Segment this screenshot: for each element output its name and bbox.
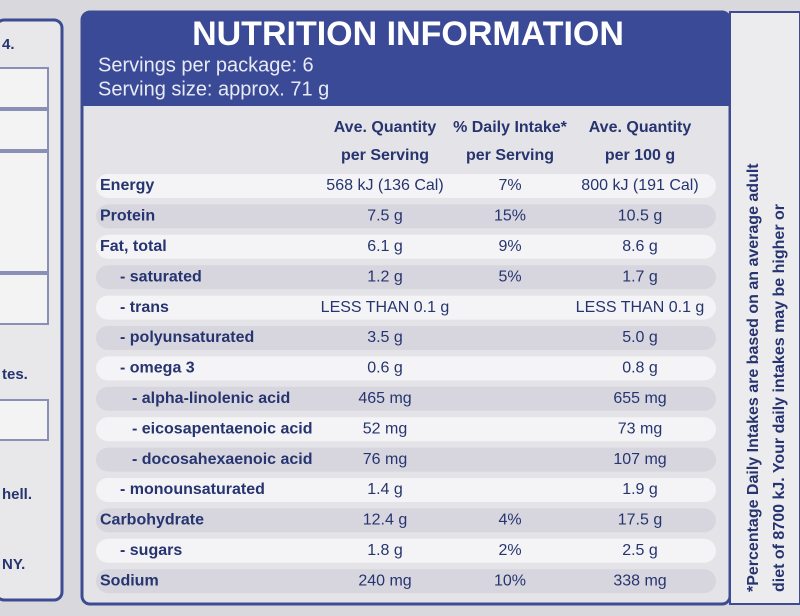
cell-value: 5% <box>498 268 521 285</box>
cell-value: 7.5 g <box>367 208 403 225</box>
row-label: Carbohydrate <box>100 512 204 529</box>
left-boxes <box>0 67 49 441</box>
cell-value: 0.6 g <box>367 360 403 377</box>
cell-value: 800 kJ (191 Cal) <box>581 177 698 194</box>
row-label: - eicosapentaenoic acid <box>132 420 313 437</box>
cell-value: 8.6 g <box>622 238 658 255</box>
row-band <box>96 326 716 350</box>
row-band <box>96 356 716 381</box>
cell-value: 3.5 g <box>367 329 403 346</box>
row-label: Protein <box>100 208 155 225</box>
row-label: - saturated <box>120 268 202 285</box>
cell-value: LESS THAN 0.1 g <box>321 299 450 316</box>
row-label: Fat, total <box>100 238 167 255</box>
row-label: - monounsaturated <box>120 481 265 498</box>
cell-value: 6.1 g <box>367 238 403 255</box>
footnote: diet of 8700 kJ. Your daily intakes may … <box>771 204 788 592</box>
cell-value: 1.4 g <box>367 481 403 498</box>
row-band <box>96 508 716 533</box>
cell-value: 107 mg <box>613 451 666 468</box>
cell-value: 338 mg <box>613 572 666 589</box>
column-header: Ave. Quantity per Serving <box>334 119 437 164</box>
cell-value: 2.5 g <box>622 542 658 559</box>
row-band <box>96 295 716 320</box>
row-label: - omega 3 <box>120 360 195 377</box>
cell-value: 5.0 g <box>622 329 658 346</box>
row-band <box>96 234 716 259</box>
servings: Servings per package: 6 <box>98 54 314 76</box>
row-band <box>96 417 716 442</box>
cell-value: 568 kJ (136 Cal) <box>326 177 443 194</box>
footnote: *Percentage Daily Intakes are based on a… <box>745 163 762 592</box>
cell-value: 76 mg <box>363 451 407 468</box>
row-label: - trans <box>120 299 169 316</box>
row-label: Energy <box>100 177 154 194</box>
row-band <box>96 386 716 411</box>
row-band <box>96 538 716 563</box>
row-band <box>96 478 716 502</box>
row-band <box>96 569 716 594</box>
cell-value: 465 mg <box>358 390 411 407</box>
row-band <box>96 447 716 472</box>
column-header: Ave. Quantity per 100 g <box>589 119 692 164</box>
row-label: - polyunsaturated <box>120 329 254 346</box>
cell-value: 7% <box>498 177 521 194</box>
cell-value: 17.5 g <box>618 512 662 529</box>
side-fragment: 4. <box>2 36 15 53</box>
row-label: - alpha-linolenic acid <box>132 390 290 407</box>
cell-value: 52 mg <box>363 420 407 437</box>
cell-value: 15% <box>494 208 526 225</box>
cell-value: 2% <box>498 542 521 559</box>
row-band <box>96 265 716 290</box>
cell-value: 1.8 g <box>367 542 403 559</box>
cell-value: 10.5 g <box>618 208 662 225</box>
row-label: - docosahexaenoic acid <box>132 451 313 468</box>
cell-value: 12.4 g <box>363 512 407 529</box>
cell-value: 1.7 g <box>622 268 658 285</box>
cell-value: 73 mg <box>618 420 662 437</box>
row-band <box>96 204 716 229</box>
row-label: Sodium <box>100 572 159 589</box>
cell-value: LESS THAN 0.1 g <box>576 299 705 316</box>
cell-value: 240 mg <box>358 572 411 589</box>
cell-value: 0.8 g <box>622 360 658 377</box>
footnote-panel <box>729 11 800 605</box>
cell-value: 10% <box>494 572 526 589</box>
cell-value: 4% <box>498 512 521 529</box>
side-fragment: NY. <box>2 556 25 573</box>
column-header: % Daily Intake* per Serving <box>453 119 568 164</box>
cell-value: 1.9 g <box>622 481 658 498</box>
cell-value: 655 mg <box>613 390 666 407</box>
header-band <box>82 12 730 106</box>
row-band <box>96 174 716 198</box>
side-fragment: tes. <box>2 366 28 383</box>
title: NUTRITION INFORMATION <box>192 15 624 53</box>
cell-value: 9% <box>498 238 521 255</box>
row-label: - sugars <box>120 542 182 559</box>
side-fragment: hell. <box>2 486 32 503</box>
cell-value: 1.2 g <box>367 268 403 285</box>
serving-size: Serving size: approx. 71 g <box>98 78 329 100</box>
